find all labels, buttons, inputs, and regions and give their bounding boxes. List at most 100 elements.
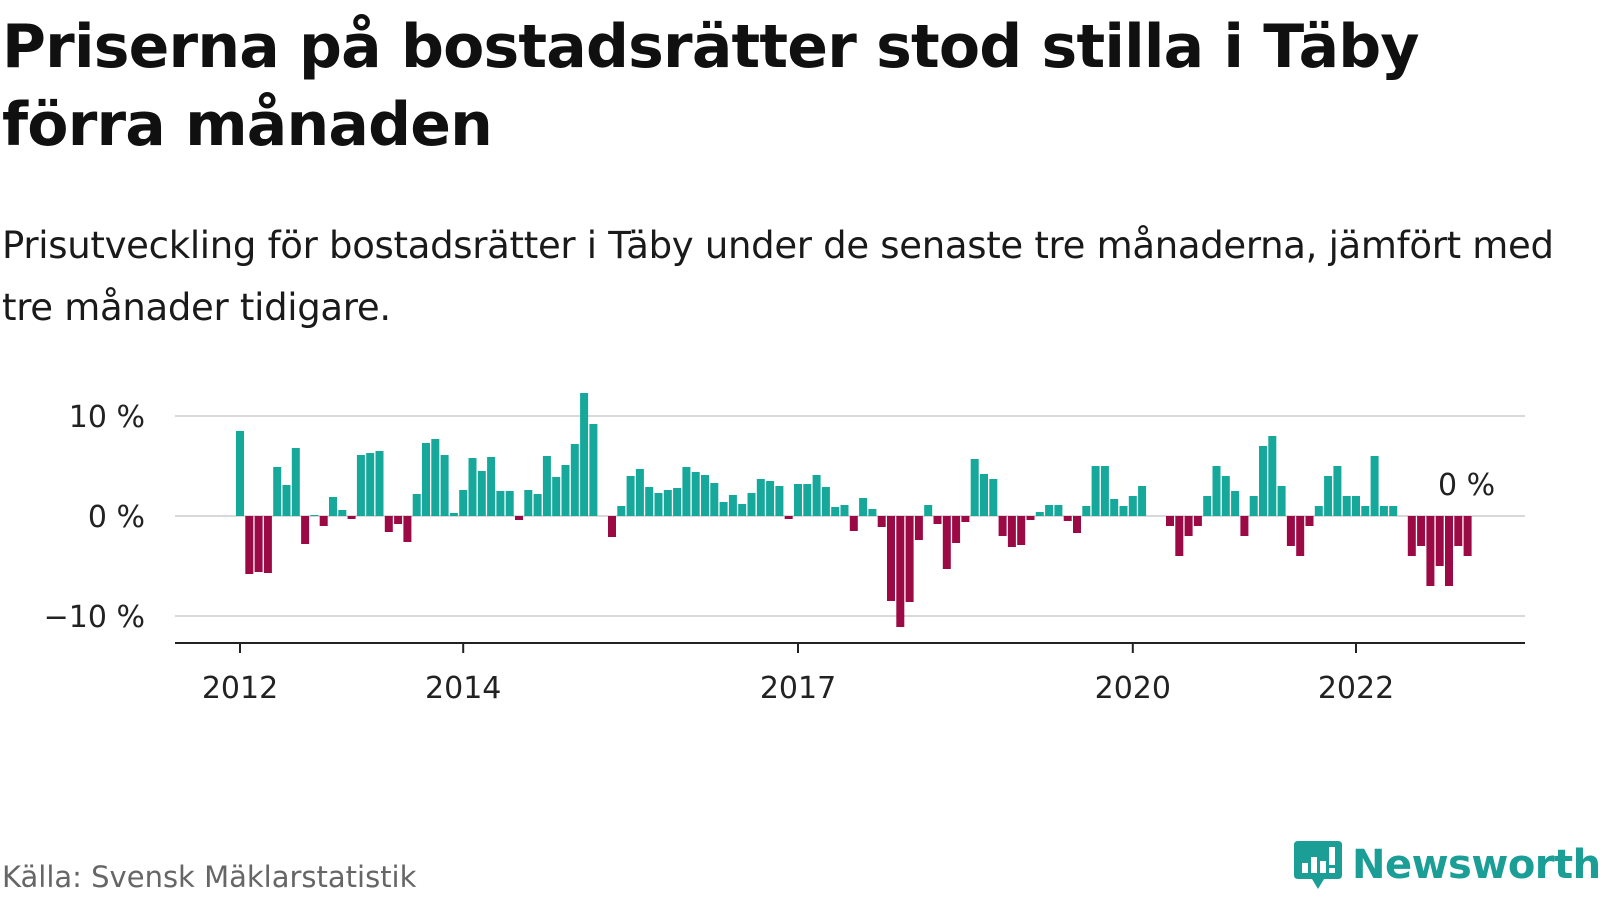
brand-name: Newsworthy	[1352, 842, 1600, 888]
bar	[1249, 496, 1258, 516]
bar	[487, 457, 496, 516]
bar	[719, 502, 728, 516]
bar	[505, 491, 514, 516]
bar	[849, 516, 858, 531]
bar	[589, 424, 598, 516]
bar	[1110, 499, 1119, 516]
bar	[570, 444, 579, 516]
bar	[552, 477, 561, 516]
bar	[394, 516, 403, 524]
bar	[449, 513, 458, 516]
latest-value-label: 0 %	[1438, 468, 1495, 503]
bar	[291, 448, 300, 516]
bar	[1324, 476, 1333, 516]
bar	[728, 495, 737, 516]
bar	[747, 493, 756, 516]
bar	[970, 459, 979, 516]
bar	[803, 484, 812, 516]
bar	[1082, 506, 1091, 516]
newsworthy-logo-icon	[1294, 841, 1342, 889]
bar	[403, 516, 412, 542]
bar	[1091, 466, 1100, 516]
x-tick-label: 2022	[1318, 671, 1394, 706]
chart-subtitle: Prisutveckling för bostadsrätter i Täby …	[2, 224, 1554, 329]
bar	[1212, 466, 1221, 516]
bar	[784, 516, 793, 519]
bar	[756, 479, 765, 516]
bar	[1426, 516, 1435, 586]
bar	[887, 516, 895, 601]
bar	[412, 494, 421, 516]
bar	[375, 451, 384, 516]
bar	[635, 469, 644, 516]
bar	[338, 510, 347, 516]
bar	[1445, 516, 1453, 586]
bar	[1361, 506, 1370, 516]
x-tick-label: 2020	[1095, 671, 1171, 706]
bar	[561, 465, 570, 516]
bar	[542, 456, 551, 516]
bar	[1305, 516, 1314, 526]
source-note: Källa: Svensk Mäklarstatistik	[2, 860, 417, 894]
bar	[236, 431, 244, 516]
bar	[496, 491, 505, 516]
bar	[1193, 516, 1202, 526]
bar	[1184, 516, 1193, 536]
bar	[1314, 506, 1323, 516]
y-axis-labels: 10 % 0 % −10 %	[44, 400, 145, 635]
bar	[524, 490, 533, 516]
bar	[1352, 496, 1360, 516]
bar	[1389, 506, 1398, 516]
bar	[1231, 491, 1240, 516]
bar	[1463, 516, 1472, 556]
bar	[961, 516, 970, 522]
bar	[1175, 516, 1184, 556]
bar	[468, 458, 477, 516]
bar	[245, 516, 254, 574]
bar	[329, 497, 337, 516]
bar	[347, 516, 356, 519]
bar	[254, 516, 263, 572]
bar	[1138, 486, 1147, 516]
bar	[1379, 506, 1388, 516]
bar	[710, 483, 719, 516]
bar	[1054, 505, 1063, 516]
bar	[821, 487, 830, 516]
bar	[617, 506, 626, 516]
bar	[1100, 466, 1109, 516]
bar	[1417, 516, 1426, 546]
y-tick-label: 0 %	[88, 500, 145, 535]
bar	[905, 516, 914, 602]
bar	[1435, 516, 1444, 566]
bar	[701, 475, 709, 516]
bar	[263, 516, 272, 573]
bar	[691, 472, 700, 516]
bars	[236, 393, 1472, 627]
bar	[580, 393, 589, 516]
bar	[282, 485, 291, 516]
bar	[980, 474, 988, 516]
bar	[654, 493, 663, 516]
bar	[459, 490, 468, 516]
bar	[812, 475, 821, 516]
bar	[794, 484, 802, 516]
bar	[859, 498, 868, 516]
bar	[422, 443, 430, 516]
bar	[933, 516, 942, 524]
bar	[673, 488, 682, 516]
bar	[924, 505, 933, 516]
x-tick-label: 2012	[202, 671, 278, 706]
bar	[840, 505, 849, 516]
bar	[431, 439, 440, 516]
bar	[1333, 466, 1342, 516]
bar	[1221, 476, 1230, 516]
bar	[989, 479, 998, 516]
bar	[1026, 516, 1035, 520]
bar	[831, 507, 840, 516]
bar	[1277, 486, 1286, 516]
bar	[310, 515, 319, 516]
bar	[1296, 516, 1305, 556]
bar	[952, 516, 961, 543]
bar	[645, 487, 654, 516]
x-tick-label: 2017	[760, 671, 836, 706]
